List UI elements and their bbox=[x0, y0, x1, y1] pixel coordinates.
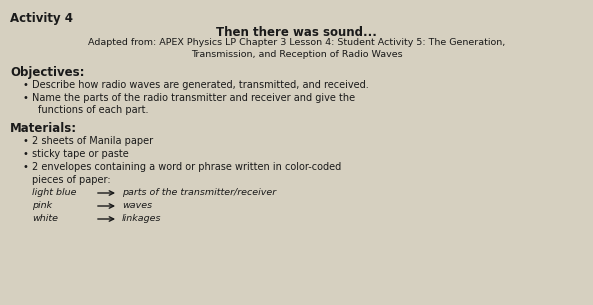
Text: Adapted from: APEX Physics LP Chapter 3 Lesson 4: Student Activity 5: The Genera: Adapted from: APEX Physics LP Chapter 3 … bbox=[88, 38, 505, 47]
Text: •: • bbox=[22, 93, 28, 103]
Text: waves: waves bbox=[122, 201, 152, 210]
Text: sticky tape or paste: sticky tape or paste bbox=[32, 149, 129, 159]
Text: functions of each part.: functions of each part. bbox=[38, 105, 148, 115]
Text: •: • bbox=[22, 80, 28, 90]
Text: linkages: linkages bbox=[122, 214, 161, 223]
Text: •: • bbox=[22, 162, 28, 172]
Text: Describe how radio waves are generated, transmitted, and received.: Describe how radio waves are generated, … bbox=[32, 80, 369, 90]
Text: parts of the transmitter/receiver: parts of the transmitter/receiver bbox=[122, 188, 276, 197]
Text: 2 envelopes containing a word or phrase written in color-coded: 2 envelopes containing a word or phrase … bbox=[32, 162, 341, 172]
Text: Materials:: Materials: bbox=[10, 122, 77, 135]
Text: light blue: light blue bbox=[32, 188, 76, 197]
Text: Objectives:: Objectives: bbox=[10, 66, 84, 79]
Text: 2 sheets of Manila paper: 2 sheets of Manila paper bbox=[32, 136, 153, 146]
Text: pieces of paper:: pieces of paper: bbox=[32, 175, 111, 185]
Text: Activity 4: Activity 4 bbox=[10, 12, 73, 25]
Text: •: • bbox=[22, 136, 28, 146]
Text: Name the parts of the radio transmitter and receiver and give the: Name the parts of the radio transmitter … bbox=[32, 93, 355, 103]
Text: Transmission, and Reception of Radio Waves: Transmission, and Reception of Radio Wav… bbox=[191, 50, 402, 59]
Text: Then there was sound...: Then there was sound... bbox=[216, 26, 377, 39]
Text: pink: pink bbox=[32, 201, 52, 210]
Text: white: white bbox=[32, 214, 58, 223]
Text: •: • bbox=[22, 149, 28, 159]
